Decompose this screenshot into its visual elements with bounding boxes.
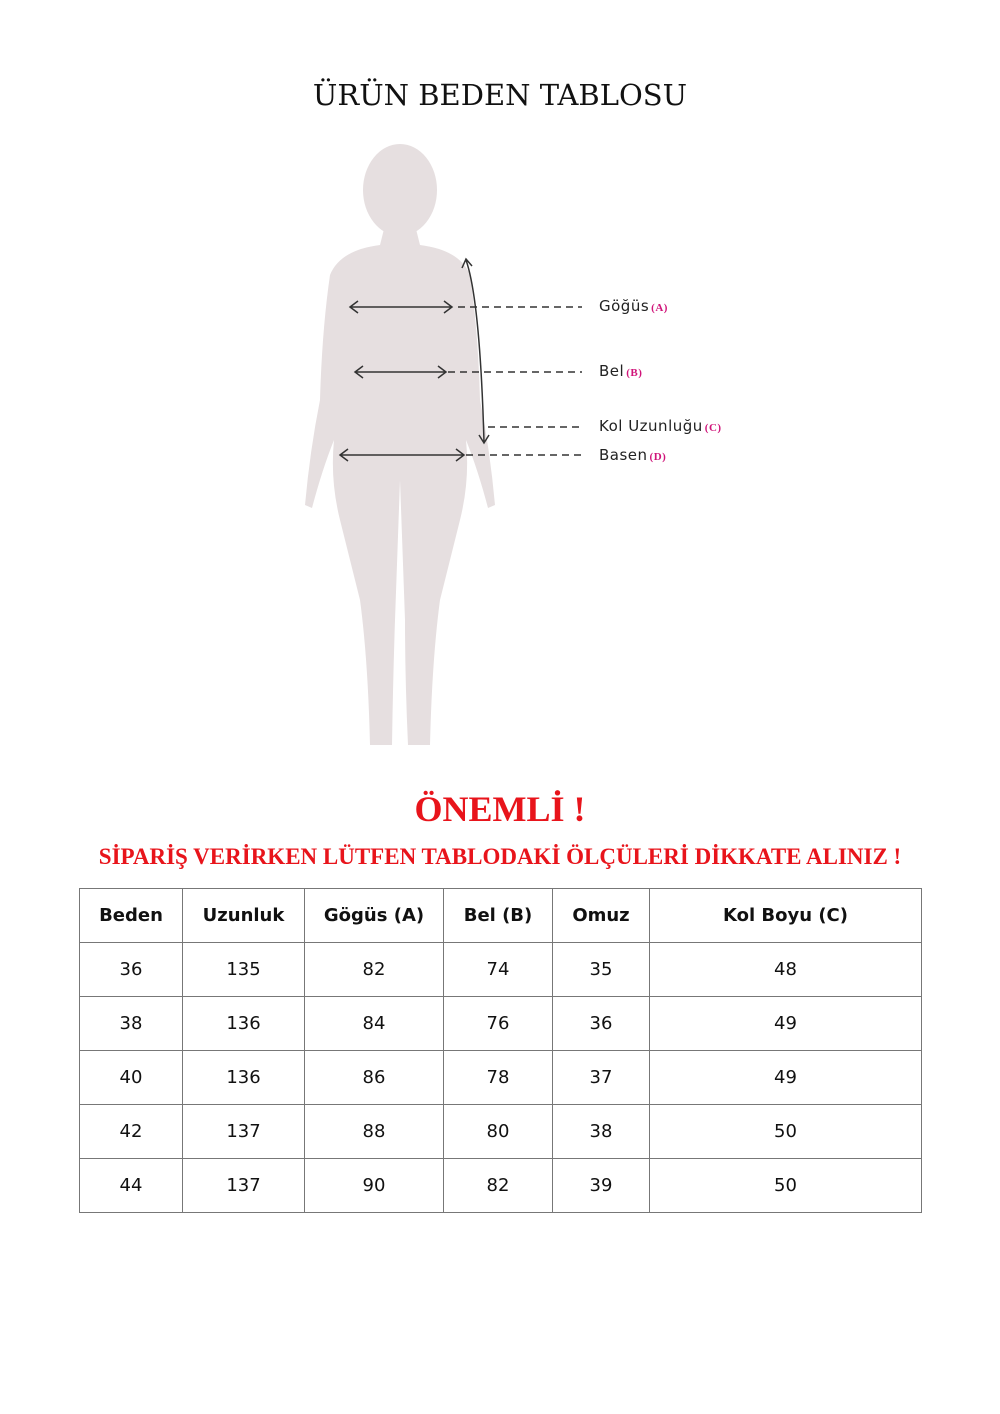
label-hip: Basen (D) <box>599 446 666 464</box>
table-cell: 84 <box>304 996 444 1051</box>
table-cell: 49 <box>649 1050 922 1105</box>
label-code: (D) <box>649 451 667 463</box>
table-cell: 37 <box>552 1050 650 1105</box>
table-cell: 38 <box>79 996 183 1051</box>
table-cell: 36 <box>79 942 183 997</box>
header-cell: Kol Boyu (C) <box>649 888 922 943</box>
table-cell: 74 <box>443 942 553 997</box>
table-row: 44 137 90 82 39 50 <box>79 1158 922 1213</box>
label-text: Göğüs <box>599 297 650 315</box>
table-cell: 80 <box>443 1104 553 1159</box>
table-cell: 40 <box>79 1050 183 1105</box>
header-cell: Omuz <box>552 888 650 943</box>
table-cell: 88 <box>304 1104 444 1159</box>
table-cell: 82 <box>443 1158 553 1213</box>
table-cell: 36 <box>552 996 650 1051</box>
body-silhouette-figure <box>305 144 584 745</box>
table-cell: 136 <box>182 1050 305 1105</box>
table-cell: 38 <box>552 1104 650 1159</box>
label-text: Kol Uzunluğu <box>599 417 703 435</box>
table-cell: 78 <box>443 1050 553 1105</box>
table-header-row: Beden Uzunluk Gögüs (A) Bel (B) Omuz Kol… <box>79 888 922 943</box>
table-cell: 90 <box>304 1158 444 1213</box>
table-cell: 50 <box>649 1158 922 1213</box>
table-cell: 39 <box>552 1158 650 1213</box>
silhouette <box>305 144 495 745</box>
header-cell: Uzunluk <box>182 888 305 943</box>
header-cell: Gögüs (A) <box>304 888 444 943</box>
label-chest: Göğüs (A) <box>599 297 668 315</box>
header-cell: Beden <box>79 888 183 943</box>
important-heading: ÖNEMLİ ! <box>414 789 586 829</box>
table-cell: 137 <box>182 1158 305 1213</box>
table-cell: 44 <box>79 1158 183 1213</box>
table-cell: 35 <box>552 942 650 997</box>
table-cell: 136 <box>182 996 305 1051</box>
table-cell: 48 <box>649 942 922 997</box>
table-row: 40 136 86 78 37 49 <box>79 1050 922 1105</box>
table-cell: 42 <box>79 1104 183 1159</box>
label-sleeve: Kol Uzunluğu (C) <box>599 417 722 435</box>
label-code: (C) <box>704 422 722 434</box>
table-cell: 49 <box>649 996 922 1051</box>
table-row: 36 135 82 74 35 48 <box>79 942 922 997</box>
label-text: Basen <box>599 446 648 464</box>
measurement-arrows <box>338 257 584 462</box>
page-title: ÜRÜN BEDEN TABLOSU <box>312 78 688 112</box>
label-code: (A) <box>651 302 668 314</box>
label-waist: Bel (B) <box>599 362 642 380</box>
table-cell: 137 <box>182 1104 305 1159</box>
table-cell: 135 <box>182 942 305 997</box>
table-row: 42 137 88 80 38 50 <box>79 1104 922 1159</box>
table-row: 38 136 84 76 36 49 <box>79 996 922 1051</box>
table-cell: 86 <box>304 1050 444 1105</box>
important-notice: SİPARİŞ VERİRKEN LÜTFEN TABLODAKİ ÖLÇÜLE… <box>98 844 902 869</box>
label-code: (B) <box>626 367 643 379</box>
label-text: Bel <box>599 362 625 380</box>
size-table: Beden Uzunluk Gögüs (A) Bel (B) Omuz Kol… <box>79 888 922 1213</box>
table-cell: 50 <box>649 1104 922 1159</box>
table-cell: 76 <box>443 996 553 1051</box>
header-cell: Bel (B) <box>443 888 553 943</box>
table-cell: 82 <box>304 942 444 997</box>
